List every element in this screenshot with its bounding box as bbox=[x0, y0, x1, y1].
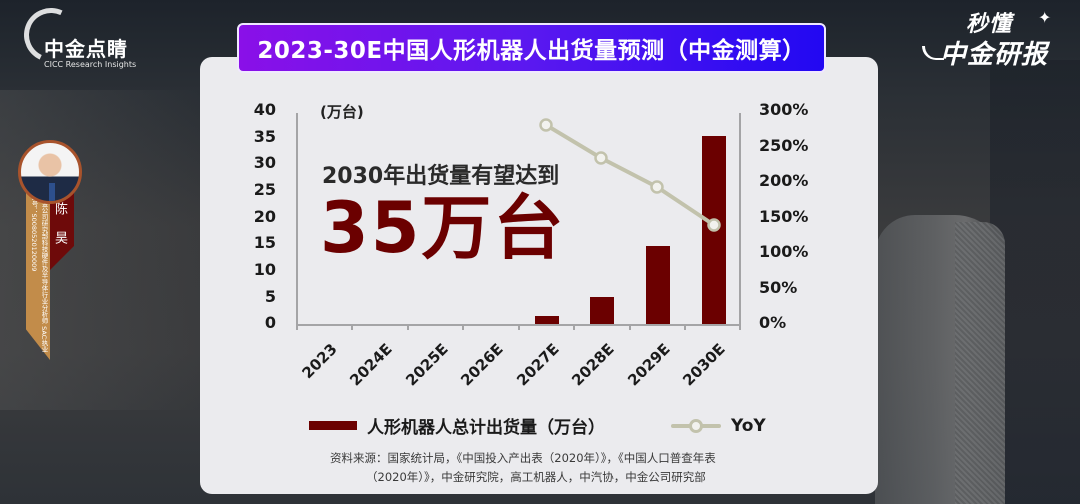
brand-line-1: 秒懂 bbox=[966, 12, 1013, 37]
sparkle-icon: ✦ bbox=[1038, 8, 1052, 27]
y-tick-label: 40 bbox=[253, 100, 276, 119]
presenter-credential: 中金公司研究部科技硬件及半导体行业分析师 SAC执业编号：S0080520120… bbox=[30, 194, 48, 353]
presenter-name: 陈 昊 bbox=[52, 202, 67, 251]
cicc-logo: 中金点睛 CICC Research Insights bbox=[16, 0, 152, 70]
y-tick-label: 15 bbox=[253, 233, 276, 252]
y2-tick-label: 300% bbox=[759, 100, 809, 119]
y-tick-label: 35 bbox=[253, 127, 276, 146]
x-tick bbox=[684, 324, 686, 330]
y-axis-unit: (万台) bbox=[320, 103, 364, 121]
avatar-tie bbox=[49, 183, 55, 201]
y2-tick-label: 200% bbox=[759, 171, 809, 190]
presenter-avatar bbox=[18, 140, 82, 204]
x-tick bbox=[629, 324, 631, 330]
y-axis-left bbox=[296, 113, 298, 326]
y-tick-label: 25 bbox=[253, 180, 276, 199]
bar-2030E bbox=[702, 136, 726, 324]
arc-icon bbox=[922, 46, 944, 60]
x-tick bbox=[573, 324, 575, 330]
brand-line-2: 中金研报 bbox=[940, 40, 1049, 70]
logo-text-en: CICC Research Insights bbox=[44, 60, 137, 69]
y2-tick-label: 250% bbox=[759, 136, 809, 155]
bar-2027E bbox=[535, 316, 559, 324]
y-tick-label: 10 bbox=[253, 260, 276, 279]
brand-mark: 秒懂 ✦ 中金研报 bbox=[918, 6, 1058, 70]
presenter-badge: 中金公司研究部科技硬件及半导体行业分析师 SAC执业编号：S0080520120… bbox=[18, 140, 82, 370]
legend-bar-swatch bbox=[309, 421, 357, 430]
source-note: 资料来源：国家统计局，《中国投入产出表（2020年）》，《中国人口普查年表 （2… bbox=[330, 449, 780, 487]
credential-ribbon bbox=[26, 190, 50, 360]
chart-legend: 人形机器人总计出货量（万台） YoY bbox=[309, 413, 766, 438]
y-tick-label: 5 bbox=[264, 287, 276, 306]
y-axis-right bbox=[739, 113, 741, 326]
y2-tick-label: 50% bbox=[759, 278, 798, 297]
x-tick bbox=[296, 324, 298, 330]
chart-title: 2023-30E中国人形机器人出货量预测（中金测算） bbox=[257, 38, 806, 64]
callout-highlight: 35万台 bbox=[320, 187, 566, 269]
legend-bar-label: 人形机器人总计出货量（万台） bbox=[367, 418, 605, 438]
bar-2029E bbox=[646, 246, 670, 324]
y-tick-label: 30 bbox=[253, 153, 276, 172]
y2-tick-label: 150% bbox=[759, 207, 809, 226]
background-robot-texture bbox=[955, 222, 1005, 504]
callout-subtitle: 2030年出货量有望达到 bbox=[322, 164, 560, 189]
x-tick bbox=[518, 324, 520, 330]
title-banner: 2023-30E中国人形机器人出货量预测（中金测算） bbox=[237, 23, 826, 73]
x-tick bbox=[351, 324, 353, 330]
y2-tick-label: 100% bbox=[759, 242, 809, 261]
logo-text-cn: 中金点睛 bbox=[44, 37, 128, 61]
source-line-1: 资料来源：国家统计局，《中国投入产出表（2020年）》，《中国人口普查年表 bbox=[330, 451, 716, 465]
y2-tick-label: 0% bbox=[759, 313, 787, 332]
legend-line-swatch bbox=[671, 418, 721, 433]
legend-line-marker bbox=[689, 418, 703, 433]
legend-line-label: YoY bbox=[731, 415, 766, 436]
y-tick-label: 20 bbox=[253, 207, 276, 226]
x-tick bbox=[407, 324, 409, 330]
source-line-2: （2020年）》，中金研究院，高工机器人，中汽协，中金公司研究部 bbox=[366, 470, 706, 484]
bar-2028E bbox=[590, 297, 614, 324]
x-tick bbox=[462, 324, 464, 330]
background-shade bbox=[990, 60, 1080, 504]
y-tick-label: 0 bbox=[264, 313, 276, 332]
x-tick bbox=[739, 324, 741, 330]
